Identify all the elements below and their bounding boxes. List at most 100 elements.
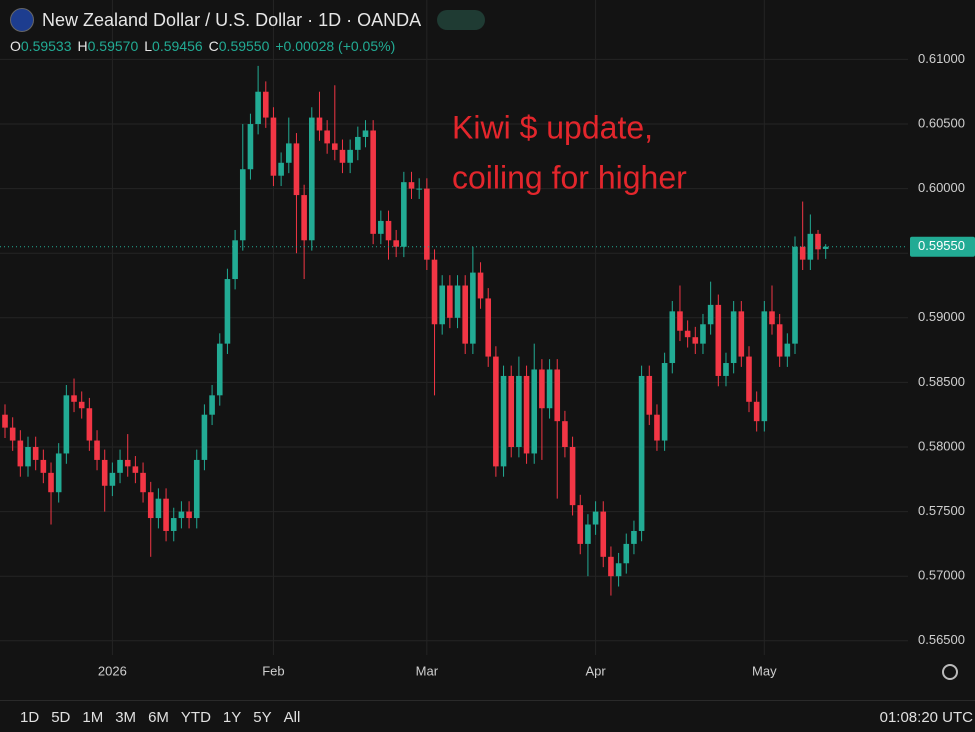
candle-body	[370, 130, 376, 234]
range-button[interactable]: 6M	[148, 709, 169, 726]
candle-body	[132, 466, 139, 473]
candle-body	[232, 240, 238, 280]
candle-body	[309, 117, 315, 241]
candle-body	[822, 246, 829, 249]
candle-body	[109, 472, 116, 486]
candle-body	[163, 498, 169, 531]
candle-body	[792, 246, 798, 344]
ohlc-item: C0.59550	[209, 38, 270, 54]
candle-body	[17, 440, 24, 467]
ohlc-value: 0.59570	[87, 38, 139, 54]
candle-body	[193, 459, 200, 519]
ohlc-key: O	[10, 38, 21, 54]
candle-body	[485, 298, 492, 357]
candle-body	[776, 324, 783, 357]
candle-body	[638, 375, 645, 531]
candle-body	[462, 285, 468, 344]
candle-body	[623, 543, 630, 564]
candle-body	[546, 369, 553, 409]
range-button[interactable]: 1Y	[222, 709, 242, 726]
range-button[interactable]: YTD	[180, 709, 211, 726]
header: New Zealand Dollar / U.S. Dollar · 1D · …	[10, 8, 486, 54]
settings-icon[interactable]	[942, 664, 958, 680]
y-tick-label: 0.60500	[918, 115, 965, 130]
candle-body	[278, 162, 284, 176]
candle-body	[631, 530, 637, 544]
clock[interactable]: 01:08:20 UTC	[879, 709, 973, 726]
candle-body	[178, 511, 185, 519]
symbol-title[interactable]: New Zealand Dollar / U.S. Dollar · 1D · …	[42, 9, 422, 30]
flag-icon	[10, 8, 34, 32]
range-button[interactable]: 1D	[20, 709, 40, 726]
candle-body	[224, 279, 231, 344]
candle-body	[48, 472, 54, 493]
candle-body	[784, 343, 791, 357]
candle-body	[270, 117, 277, 176]
candle-body	[608, 556, 614, 577]
candle-body	[86, 408, 93, 441]
candle-body	[738, 311, 745, 357]
candle-body	[40, 459, 47, 473]
last-price-box	[910, 236, 975, 257]
candle-body	[332, 143, 338, 150]
candle-body	[301, 195, 307, 241]
candle-body	[124, 459, 131, 467]
candle-body	[117, 459, 123, 473]
candle-body	[9, 427, 16, 441]
status-pill[interactable]	[437, 10, 486, 30]
candle-body	[815, 233, 821, 250]
y-tick-label: 0.59000	[918, 309, 965, 324]
range-button[interactable]: All	[283, 709, 301, 726]
candle-body	[769, 311, 775, 325]
ohlc-key: C	[208, 38, 219, 54]
candle-body	[140, 472, 146, 493]
candle-body	[186, 511, 192, 519]
candle-body	[94, 440, 100, 460]
candle-body	[707, 304, 714, 325]
candle-body	[362, 130, 369, 137]
range-button[interactable]: 1M	[82, 709, 104, 726]
candle-body	[715, 304, 722, 376]
candle-body	[500, 375, 507, 467]
candle-body	[339, 149, 346, 163]
range-button[interactable]: 5Y	[253, 709, 272, 726]
y-tick-label: 0.58000	[918, 438, 965, 453]
candle-body	[216, 343, 223, 396]
candle-body	[63, 395, 70, 454]
candle-body	[439, 285, 445, 325]
x-tick-label: Feb	[262, 663, 284, 678]
candle-body	[416, 188, 422, 190]
candle-body	[147, 492, 154, 519]
candle-body	[692, 337, 699, 344]
y-tick-label: 0.60000	[918, 180, 965, 195]
ohlc-item: L0.59456	[144, 38, 202, 54]
candle-body	[531, 369, 538, 454]
candle-body	[746, 356, 752, 402]
candle-body	[569, 447, 576, 506]
y-tick-label: 0.57000	[918, 568, 965, 583]
x-tick-label: 2026	[98, 663, 127, 678]
ohlc-value: 0.59456	[152, 38, 203, 54]
candle-body	[355, 136, 361, 150]
range-button[interactable]: 3M	[115, 709, 137, 726]
candle-body	[293, 143, 300, 196]
candle-body	[723, 363, 729, 376]
candle-body	[262, 91, 269, 118]
ohlc-item: O0.59533	[10, 38, 72, 54]
candle-body	[493, 356, 499, 467]
candle-body	[101, 459, 108, 486]
last-price-label: 0.59550	[918, 238, 965, 253]
candle-body	[408, 182, 415, 189]
candle-body	[661, 363, 668, 441]
toolbar: 1D 5D 1M 3M 6M YTD 1Y 5Y All 01:08:20 UTC	[0, 700, 975, 732]
candle-body	[516, 375, 522, 448]
candle-body	[285, 143, 292, 163]
candle-body	[554, 369, 561, 422]
candle-body	[669, 311, 676, 364]
range-button[interactable]: 5D	[51, 709, 71, 726]
candle-body	[170, 518, 177, 531]
ohlc-key: L	[144, 38, 153, 54]
candle-body	[807, 233, 814, 260]
title-row: New Zealand Dollar / U.S. Dollar · 1D · …	[10, 8, 486, 32]
